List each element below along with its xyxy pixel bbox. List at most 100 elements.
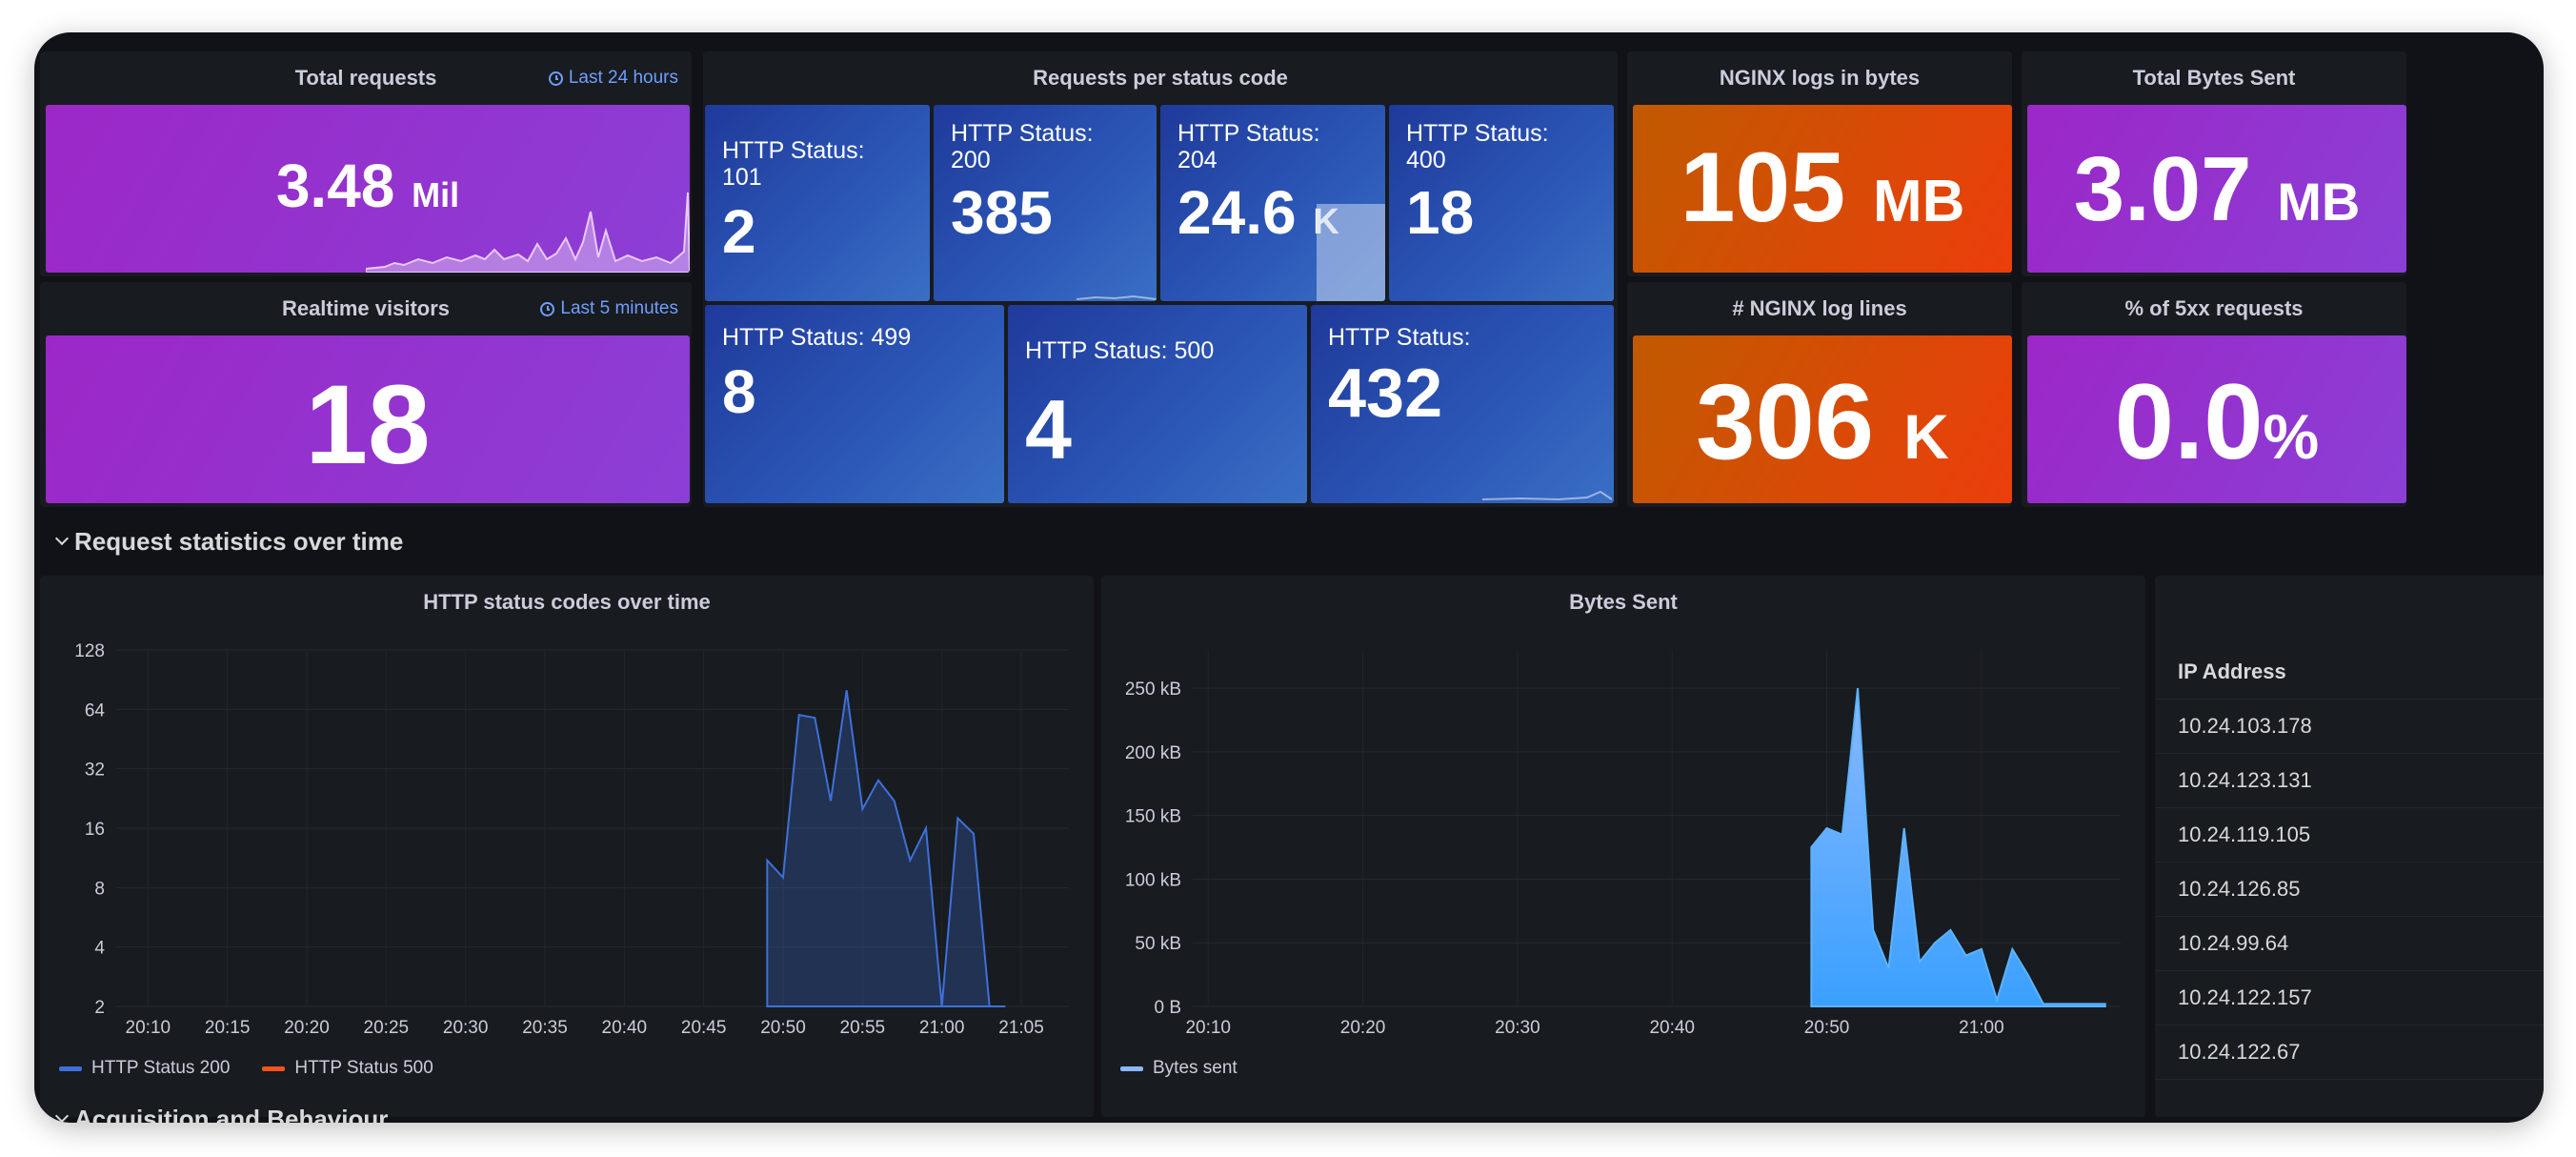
nginx-lines-panel[interactable]: # NGINX log lines 306 K xyxy=(1627,282,2012,507)
ip-table-row[interactable]: 10.24.123.131 xyxy=(2155,753,2544,808)
status-tile-204: HTTP Status: 204 24.6 K xyxy=(1160,105,1385,301)
http-status-chart-panel[interactable]: HTTP status codes over time 128 64 32 16 8 4 2… xyxy=(40,576,1094,1117)
chart-legend: Bytes sent xyxy=(1120,1058,1257,1079)
y-tick-label: 50 kB xyxy=(1135,934,1181,954)
legend-swatch xyxy=(1120,1066,1143,1071)
y-tick-label: 128 xyxy=(74,641,105,661)
section-title: Request statistics over time xyxy=(74,526,404,556)
sparkline xyxy=(1077,294,1157,300)
chevron-down-icon xyxy=(54,1108,70,1123)
ip-table-row[interactable]: 10.24.103.178 xyxy=(2155,699,2544,754)
x-tick-label: 20:40 xyxy=(602,1018,648,1038)
y-tick-label: 16 xyxy=(85,820,105,840)
legend-item-bytes-sent[interactable]: Bytes sent xyxy=(1120,1058,1238,1079)
status-tile-499: HTTP Status: 499 8 xyxy=(705,305,1004,503)
stat-value: 105 MB xyxy=(1680,132,1965,243)
x-tick-label: 20:20 xyxy=(1340,1018,1386,1038)
sparkline xyxy=(366,192,690,273)
ip-table-panel[interactable]: IP Address 10.24.103.178 10.24.123.131 10.… xyxy=(2155,576,2544,1117)
stat-tile: 3.07 MB xyxy=(2027,105,2406,273)
y-tick-label: 150 kB xyxy=(1125,807,1181,827)
section-request-stats[interactable]: Request statistics over time xyxy=(54,522,404,560)
status-label: HTTP Status: 204 xyxy=(1177,120,1320,173)
time-range-label: Last 5 minutes xyxy=(560,298,678,318)
y-tick-label: 8 xyxy=(94,879,105,899)
x-tick-label: 21:00 xyxy=(1959,1018,2004,1038)
stat-tile: 18 xyxy=(46,335,690,503)
time-range-badge[interactable]: Last 5 minutes xyxy=(540,282,678,335)
time-range-badge[interactable]: Last 24 hours xyxy=(548,51,678,105)
y-axis: 250 kB 200 kB 150 kB 100 kB 50 kB 0 B xyxy=(1125,680,2121,1018)
y-tick-label: 4 xyxy=(94,939,105,959)
x-tick-label: 20:55 xyxy=(840,1018,886,1038)
x-tick-label: 20:10 xyxy=(126,1018,171,1038)
chevron-down-icon xyxy=(54,531,70,546)
stat-value: 3.48 Mil xyxy=(275,152,460,220)
nginx-bytes-panel[interactable]: NGINX logs in bytes 105 MB xyxy=(1627,51,2012,276)
legend-item-status-500[interactable]: HTTP Status 500 xyxy=(262,1058,433,1079)
x-tick-label: 20:20 xyxy=(284,1018,330,1038)
y-tick-label: 200 kB xyxy=(1125,743,1181,763)
section-title: Acquisition and Behaviour xyxy=(74,1104,389,1124)
pct-5xx-panel[interactable]: % of 5xx requests 0.0% xyxy=(2022,282,2406,507)
ip-table-header[interactable]: IP Address xyxy=(2155,644,2544,700)
status-tile-101: HTTP Status: 101 2 xyxy=(705,105,930,301)
status-label: HTTP Status: 500 xyxy=(1025,337,1215,364)
panel-title: % of 5xx requests xyxy=(2124,296,2304,320)
x-axis: 20:10 20:15 20:20 20:25 20:30 20:35 20:40 20:45… xyxy=(126,650,1044,1038)
legend-swatch xyxy=(262,1066,286,1071)
sparkline xyxy=(1482,490,1612,501)
realtime-visitors-panel[interactable]: Realtime visitors Last 5 minutes 18 xyxy=(40,282,692,507)
x-tick-label: 20:50 xyxy=(1804,1018,1850,1038)
status-label: HTTP Status: xyxy=(1328,324,1471,351)
series-area-status-200[interactable] xyxy=(766,690,1006,1007)
clock-icon xyxy=(548,71,563,86)
clock-icon xyxy=(540,301,555,316)
panel-title: HTTP status codes over time xyxy=(423,590,711,614)
x-tick-label: 20:30 xyxy=(1495,1018,1540,1038)
time-range-label: Last 24 hours xyxy=(568,68,678,88)
legend-item-status-200[interactable]: HTTP Status 200 xyxy=(59,1058,230,1079)
panel-title: Realtime visitors xyxy=(281,296,451,320)
total-requests-panel[interactable]: Total requests Last 24 hours 3.48 Mil xyxy=(40,51,692,276)
status-value: 4 xyxy=(1025,382,1072,477)
section-acquisition[interactable]: Acquisition and Behaviour xyxy=(54,1100,389,1124)
legend-label: Bytes sent xyxy=(1153,1058,1238,1078)
x-tick-label: 20:40 xyxy=(1649,1018,1695,1038)
status-value: 385 xyxy=(951,178,1053,247)
status-code-panel[interactable]: Requests per status code HTTP Status: 10… xyxy=(703,51,1618,507)
y-tick-label: 100 kB xyxy=(1125,870,1181,890)
ip-table-row[interactable]: 10.24.126.85 xyxy=(2155,862,2544,917)
x-tick-label: 20:35 xyxy=(522,1018,568,1038)
bytes-sent-chart-panel[interactable]: Bytes Sent 250 kB 200 kB 150 kB 100 kB 50 kB… xyxy=(1101,576,2145,1117)
panel-title: # NGINX log lines xyxy=(1732,296,1907,320)
status-value: 18 xyxy=(1406,178,1475,247)
chart-legend: HTTP Status 200 HTTP Status 500 xyxy=(59,1058,453,1079)
total-bytes-sent-panel[interactable]: Total Bytes Sent 3.07 MB xyxy=(2022,51,2406,276)
x-tick-label: 20:50 xyxy=(760,1018,806,1038)
legend-swatch xyxy=(59,1066,82,1071)
y-tick-label: 0 B xyxy=(1154,998,1181,1018)
ip-table-row[interactable]: 10.24.122.157 xyxy=(2155,970,2544,1025)
panel-title: Requests per status code xyxy=(1033,66,1288,90)
stat-value: 306 K xyxy=(1696,362,1949,481)
series-points xyxy=(767,690,1006,1007)
stat-value: 0.0% xyxy=(2114,362,2320,481)
status-value: 24.6 K xyxy=(1177,178,1339,247)
status-label: HTTP Status: 499 xyxy=(722,324,912,351)
ip-table-row[interactable]: 10.24.122.67 xyxy=(2155,1025,2544,1080)
sparkline-area xyxy=(1317,204,1385,301)
ip-table-row[interactable]: 10.24.119.105 xyxy=(2155,807,2544,863)
legend-label: HTTP Status 500 xyxy=(294,1058,433,1078)
y-tick-label: 64 xyxy=(85,700,106,721)
x-tick-label: 20:45 xyxy=(681,1018,727,1038)
stat-tile: 105 MB xyxy=(1633,105,2012,273)
status-label: HTTP Status: 200 xyxy=(951,120,1094,173)
ip-table-row[interactable]: 10.24.99.64 xyxy=(2155,916,2544,971)
series-area-bytes-sent[interactable] xyxy=(1810,687,2106,1007)
stat-tile: 0.0% xyxy=(2027,335,2406,503)
panel-title: Total Bytes Sent xyxy=(2132,66,2296,90)
dashboard-frame: Total requests Last 24 hours 3.48 Mil Re… xyxy=(34,32,2544,1123)
